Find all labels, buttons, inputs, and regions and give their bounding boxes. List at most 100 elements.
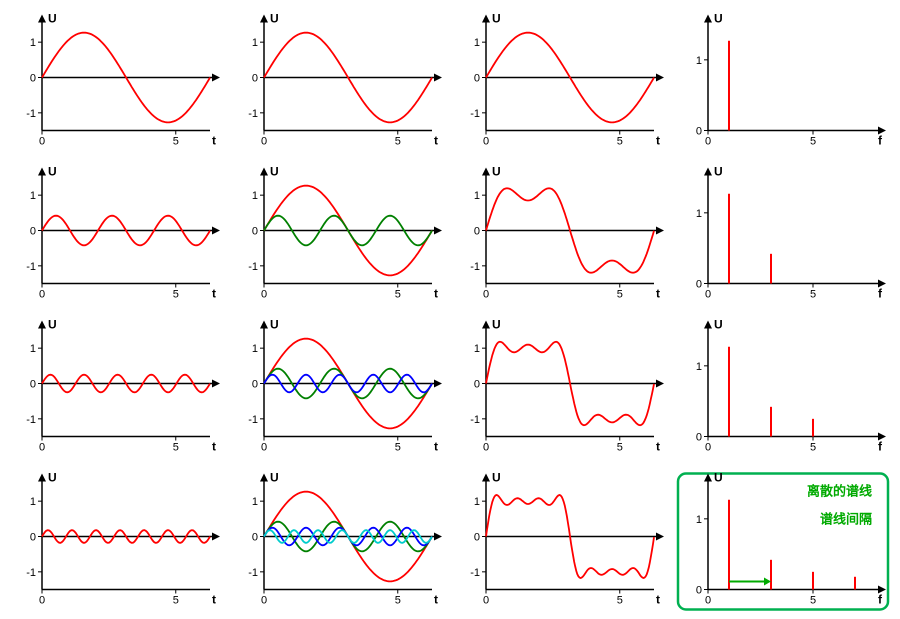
svg-text:0: 0 xyxy=(30,73,36,85)
svg-text:-1: -1 xyxy=(248,261,258,273)
svg-text:0: 0 xyxy=(252,532,258,544)
svg-text:0: 0 xyxy=(252,73,258,85)
panel-r3-c0: 05-101tU xyxy=(10,469,224,614)
svg-text:f: f xyxy=(878,440,883,454)
svg-text:5: 5 xyxy=(395,136,401,148)
svg-text:t: t xyxy=(212,440,216,454)
svg-text:1: 1 xyxy=(252,190,258,202)
svg-text:U: U xyxy=(48,165,57,179)
svg-text:U: U xyxy=(492,12,501,26)
svg-text:f: f xyxy=(878,287,883,301)
svg-text:0: 0 xyxy=(696,279,702,291)
svg-text:0: 0 xyxy=(474,532,480,544)
svg-text:U: U xyxy=(714,165,723,179)
svg-text:0: 0 xyxy=(696,432,702,444)
svg-text:U: U xyxy=(270,318,279,332)
svg-text:-1: -1 xyxy=(248,108,258,120)
svg-text:0: 0 xyxy=(696,126,702,138)
panel-r2-c2: 05-101tU xyxy=(454,316,668,461)
svg-text:5: 5 xyxy=(810,136,816,148)
svg-text:-1: -1 xyxy=(470,567,480,579)
svg-text:t: t xyxy=(656,287,660,301)
svg-text:0: 0 xyxy=(39,136,45,148)
svg-text:5: 5 xyxy=(173,136,179,148)
panel-r2-c0: 05-101tU xyxy=(10,316,224,461)
svg-text:1: 1 xyxy=(252,496,258,508)
svg-text:t: t xyxy=(212,287,216,301)
panel-r0-c1: 05-101tU xyxy=(232,10,446,155)
svg-text:U: U xyxy=(48,471,57,485)
svg-text:t: t xyxy=(212,593,216,607)
panel-r0-c0: 05-101tU xyxy=(10,10,224,155)
annotation-title: 离散的谱线 xyxy=(807,484,872,499)
svg-text:0: 0 xyxy=(705,595,711,607)
svg-text:U: U xyxy=(270,12,279,26)
svg-text:0: 0 xyxy=(705,136,711,148)
svg-text:5: 5 xyxy=(395,289,401,301)
svg-text:0: 0 xyxy=(261,289,267,301)
chart-grid: 0 5 -1 0 1 t U 0 5 -1 0 1 t U 0 5 -1 0 1 t U 0 5 0 1 f U 0 5 -1 0 1 t U 0 5… xyxy=(10,10,890,602)
svg-text:0: 0 xyxy=(261,595,267,607)
svg-text:5: 5 xyxy=(617,136,623,148)
svg-text:5: 5 xyxy=(395,442,401,454)
svg-text:5: 5 xyxy=(810,442,816,454)
panel-r3-c3: 0501fU离散的谱线谱线间隔 xyxy=(676,469,890,614)
svg-text:5: 5 xyxy=(617,289,623,301)
svg-text:1: 1 xyxy=(474,496,480,508)
svg-text:1: 1 xyxy=(696,208,702,220)
panel-r2-c3: 0501fU xyxy=(676,316,890,461)
svg-text:0: 0 xyxy=(261,136,267,148)
svg-text:-1: -1 xyxy=(26,414,36,426)
svg-text:t: t xyxy=(212,134,216,148)
svg-text:0: 0 xyxy=(39,595,45,607)
svg-text:0: 0 xyxy=(474,73,480,85)
svg-text:t: t xyxy=(656,440,660,454)
svg-text:1: 1 xyxy=(30,190,36,202)
svg-text:0: 0 xyxy=(39,442,45,454)
svg-text:5: 5 xyxy=(173,442,179,454)
svg-text:t: t xyxy=(434,593,438,607)
svg-text:U: U xyxy=(492,318,501,332)
svg-text:U: U xyxy=(714,12,723,26)
svg-text:t: t xyxy=(656,593,660,607)
svg-text:1: 1 xyxy=(30,37,36,49)
svg-text:t: t xyxy=(434,287,438,301)
svg-text:0: 0 xyxy=(483,289,489,301)
svg-text:1: 1 xyxy=(474,190,480,202)
panel-r1-c0: 05-101tU xyxy=(10,163,224,308)
svg-text:0: 0 xyxy=(705,289,711,301)
svg-text:1: 1 xyxy=(474,37,480,49)
svg-text:1: 1 xyxy=(696,514,702,526)
panel-r1-c3: 0 5 0 1 f U xyxy=(676,163,890,308)
svg-text:0: 0 xyxy=(39,289,45,301)
svg-text:-1: -1 xyxy=(470,414,480,426)
panel-r3-c2: 05-101tU xyxy=(454,469,668,614)
svg-text:-1: -1 xyxy=(470,108,480,120)
svg-text:0: 0 xyxy=(252,226,258,238)
panel-r3-c1: 05-101tU xyxy=(232,469,446,614)
svg-text:1: 1 xyxy=(30,343,36,355)
svg-text:1: 1 xyxy=(30,496,36,508)
svg-text:U: U xyxy=(270,165,279,179)
svg-text:5: 5 xyxy=(173,595,179,607)
svg-text:0: 0 xyxy=(696,585,702,597)
panel-r0-c2: 0 5 -1 0 1 t U xyxy=(454,10,668,155)
svg-text:f: f xyxy=(878,134,883,148)
svg-text:-1: -1 xyxy=(248,567,258,579)
svg-text:-1: -1 xyxy=(26,567,36,579)
svg-text:0: 0 xyxy=(483,136,489,148)
svg-text:5: 5 xyxy=(617,595,623,607)
svg-text:0: 0 xyxy=(483,595,489,607)
panel-r0-c3: 0 5 0 1 f U xyxy=(676,10,890,155)
svg-text:t: t xyxy=(656,134,660,148)
svg-text:-1: -1 xyxy=(248,414,258,426)
panel-r1-c2: 05-101tU xyxy=(454,163,668,308)
svg-text:U: U xyxy=(492,165,501,179)
svg-text:U: U xyxy=(270,471,279,485)
svg-text:1: 1 xyxy=(696,55,702,67)
svg-text:5: 5 xyxy=(810,289,816,301)
panel-r1-c1: 0 5 -1 0 1 t U xyxy=(232,163,446,308)
svg-text:1: 1 xyxy=(252,343,258,355)
svg-text:-1: -1 xyxy=(470,261,480,273)
svg-text:U: U xyxy=(714,471,723,485)
